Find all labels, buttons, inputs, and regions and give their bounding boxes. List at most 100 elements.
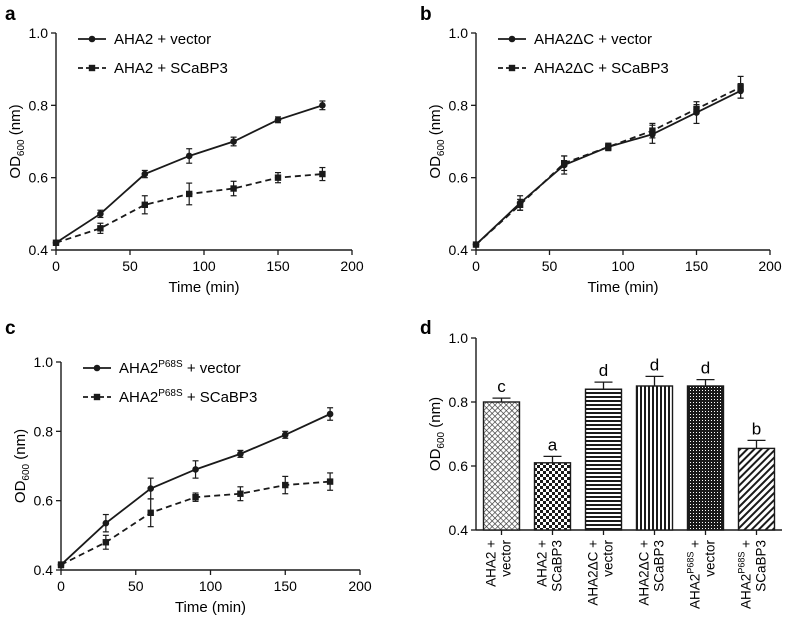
legend-label-1: AHA2P68S + vector [119, 359, 241, 377]
y-axis-title-rest: (nm) [7, 104, 24, 139]
data-point [326, 410, 334, 418]
legend-label-1: AHA2 + vector [114, 31, 211, 48]
series-line-1 [55, 104, 323, 244]
y-tick-label: 0.6 [34, 493, 54, 509]
panel-label-c: c [5, 318, 16, 339]
x-tick-label: 50 [128, 578, 144, 594]
legend-label-2: AHA2P68S + SCaBP3 [119, 388, 257, 406]
y-axis-title-subscript: 600 [436, 139, 447, 156]
data-point [186, 190, 193, 198]
legend-marker [88, 64, 96, 72]
data-point [97, 225, 104, 232]
series-line-1 [60, 413, 331, 566]
bar-2 [533, 462, 572, 531]
x-axis-title: Time (min) [168, 279, 239, 296]
significance-letter: a [548, 435, 558, 454]
data-point [281, 431, 289, 439]
category-label-superscript: P68S [686, 552, 696, 574]
legend-marker [508, 64, 516, 72]
x-tick-label: 0 [472, 258, 480, 274]
data-point [274, 116, 282, 124]
data-point [147, 509, 154, 516]
y-tick-label: 0.6 [449, 458, 469, 474]
data-point [237, 490, 244, 497]
significance-letter: c [497, 377, 506, 396]
bar-5 [686, 385, 725, 531]
category-label-line2: vector [499, 539, 514, 576]
legend-label-2: AHA2 + SCaBP3 [114, 60, 228, 77]
legend-label-base: AHA2 [119, 389, 158, 406]
data-point [185, 152, 193, 160]
series-line-1 [475, 90, 741, 246]
category-label-line1: AHA2ΔC + [637, 540, 652, 606]
data-point [97, 210, 104, 218]
chart-panel-a: 0.4 0.6 0.8 1.0 0 50 100 150 200 Time (min) OD600 … [7, 25, 364, 296]
data-point [102, 519, 110, 527]
y-axis-title-base: OD [427, 156, 444, 179]
bar-1 [482, 401, 521, 531]
x-tick-label: 150 [685, 258, 709, 274]
significance-letter: d [701, 359, 710, 378]
data-point [102, 539, 110, 546]
data-point [237, 450, 244, 458]
x-tick-label: 100 [199, 578, 223, 594]
data-point [52, 239, 60, 246]
legend-marker [93, 393, 101, 401]
y-axis-title-rest: (nm) [427, 104, 444, 139]
category-label-line2: vector [703, 539, 718, 576]
y-axis-title-rest: (nm) [427, 397, 444, 432]
y-tick-label: 0.6 [449, 170, 469, 186]
y-axis-title: OD600 (nm) [427, 104, 447, 178]
y-axis-title-subscript: 600 [16, 139, 27, 156]
legend-label-1: AHA2ΔC + vector [534, 31, 652, 48]
data-point [326, 478, 334, 485]
category-label-line2: vector [601, 539, 616, 576]
x-tick-label: 50 [542, 258, 558, 274]
category-label-rest: + [739, 540, 754, 552]
category-label-rest: + [688, 540, 703, 552]
y-tick-label: 0.4 [449, 522, 469, 538]
significance-letter: d [650, 355, 659, 374]
legend-marker [93, 364, 101, 372]
significance-letter: b [752, 419, 761, 438]
data-point [472, 241, 480, 248]
bar-3 [584, 388, 623, 531]
y-tick-label: 0.8 [449, 394, 469, 410]
y-axis-title: OD600 (nm) [427, 397, 447, 471]
category-label-line1: AHA2P68S + [686, 540, 703, 609]
data-point [192, 494, 199, 501]
category-label-line1: AHA2ΔC + [586, 540, 601, 606]
legend-label-superscript: P68S [158, 359, 183, 370]
panel-label-d: d [420, 318, 432, 339]
y-tick-label: 1.0 [34, 354, 54, 370]
y-tick-label: 0.4 [34, 562, 54, 578]
y-axis-title-base: OD [427, 448, 444, 471]
y-tick-label: 0.8 [449, 97, 469, 113]
category-label-superscript: P68S [737, 552, 747, 574]
y-axis-title-rest: (nm) [12, 429, 29, 464]
legend-label-rest: + vector [183, 360, 241, 377]
x-tick-label: 150 [274, 578, 298, 594]
x-tick-label: 0 [57, 578, 65, 594]
x-axis-title: Time (min) [587, 279, 658, 296]
data-point [737, 84, 744, 91]
x-tick-label: 200 [758, 258, 782, 274]
y-axis-title-base: OD [7, 156, 24, 179]
y-axis-title-base: OD [12, 480, 29, 503]
category-label-line1: AHA2P68S + [737, 540, 754, 609]
y-tick-label: 1.0 [29, 25, 49, 41]
legend-marker [88, 35, 96, 43]
data-point [282, 481, 289, 489]
category-label-base: AHA2 [688, 574, 703, 609]
category-label-line1: AHA2 + [535, 540, 550, 587]
chart-panel-b: 0.4 0.6 0.8 1.0 0 50 100 150 200 Time (min) OD600 … [427, 25, 782, 296]
legend-label-base: AHA2 [119, 360, 158, 377]
data-point [230, 138, 237, 145]
y-tick-label: 1.0 [449, 330, 469, 346]
x-tick-label: 200 [340, 258, 364, 274]
y-tick-label: 1.0 [449, 25, 469, 41]
data-point [230, 185, 237, 192]
data-point [693, 105, 700, 113]
